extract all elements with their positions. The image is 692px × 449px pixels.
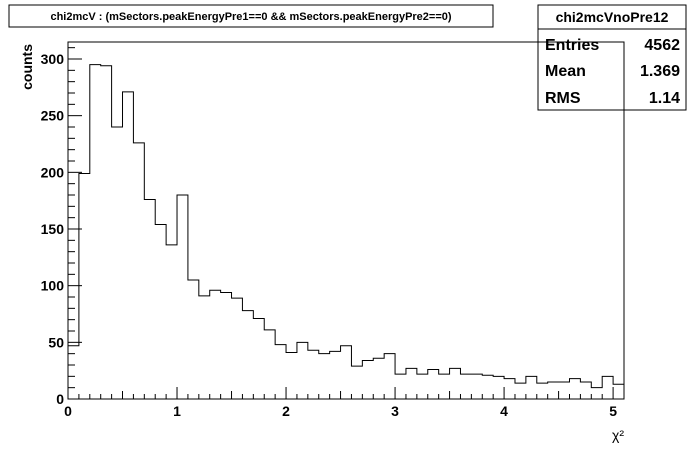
stats-entries-label: Entries bbox=[545, 37, 599, 54]
title-box bbox=[8, 4, 494, 28]
y-tick-label: 300 bbox=[41, 51, 65, 67]
x-axis-label: χ² bbox=[612, 427, 624, 443]
chart-title: chi2mcV : (mSectors.peakEnergyPre1==0 &&… bbox=[50, 11, 451, 23]
plot-frame bbox=[67, 41, 625, 400]
x-tick-label: 2 bbox=[282, 403, 290, 419]
x-axis: 0 1 2 3 4 5 bbox=[64, 387, 625, 419]
y-tick-label: 150 bbox=[41, 221, 65, 237]
y-tick-label: 0 bbox=[56, 391, 64, 407]
stats-box bbox=[537, 4, 687, 111]
x-tick-label: 4 bbox=[500, 403, 508, 419]
stats-entries-value: 4562 bbox=[644, 37, 680, 54]
y-axis-label: counts bbox=[19, 44, 35, 90]
y-tick-label: 100 bbox=[41, 278, 65, 294]
y-tick-label: 50 bbox=[48, 334, 64, 350]
y-tick-label: 200 bbox=[41, 164, 65, 180]
x-tick-label: 3 bbox=[391, 403, 399, 419]
x-tick-label: 0 bbox=[64, 403, 72, 419]
y-tick-label: 250 bbox=[41, 108, 65, 124]
x-tick-label: 5 bbox=[609, 403, 617, 419]
y-axis: 0 50 100 150 200 250 300 bbox=[41, 47, 82, 407]
stats-mean-label: Mean bbox=[545, 63, 586, 80]
histogram-series bbox=[67, 64, 625, 399]
stats-rms-value: 1.14 bbox=[649, 90, 680, 107]
stats-title: chi2mcVnoPre12 bbox=[556, 9, 669, 25]
x-tick-label: 1 bbox=[173, 403, 181, 419]
stats-rms-label: RMS bbox=[545, 90, 581, 107]
stats-mean-value: 1.369 bbox=[640, 63, 680, 80]
